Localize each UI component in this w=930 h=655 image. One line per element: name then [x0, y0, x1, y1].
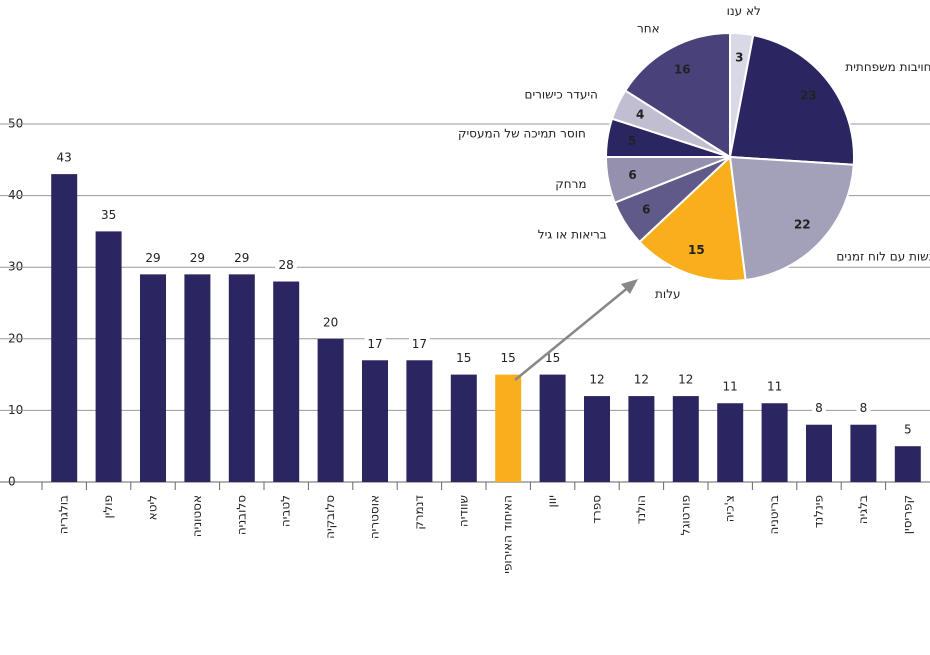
bar	[95, 231, 122, 482]
x-tick-label: בריטניה	[767, 495, 781, 535]
value-label: 29	[145, 251, 160, 265]
value-label: 15	[456, 351, 471, 365]
value-label: 6	[628, 168, 636, 182]
value-label: 29	[234, 251, 249, 265]
bar	[273, 281, 300, 482]
x-tick-label: יוון	[545, 495, 559, 508]
value-label: 15	[688, 243, 705, 257]
bar	[761, 403, 788, 482]
arrow	[514, 285, 631, 381]
value-label: 6	[642, 203, 650, 217]
category-label: לא ענו	[727, 4, 761, 18]
value-label: 11	[723, 380, 738, 394]
value-label: 43	[57, 151, 72, 165]
value-label: 29	[190, 251, 205, 265]
value-label: 5	[628, 134, 636, 148]
x-tick-label: שוודיה	[456, 495, 470, 527]
value-label: 5	[904, 423, 912, 437]
category-label: חוסר תמיכה של המעסיק	[458, 127, 586, 141]
bar	[717, 403, 744, 482]
bar	[317, 338, 344, 482]
bar	[672, 396, 699, 482]
value-label: 15	[501, 351, 516, 365]
arrow-head	[621, 279, 638, 294]
x-tick-label: צ'כיה	[723, 495, 737, 522]
bar	[539, 374, 566, 482]
x-tick-label: האיחוד האירופי	[501, 495, 515, 574]
bar	[406, 360, 433, 482]
category-label: מרחק	[555, 177, 586, 191]
pie-slice	[638, 154, 747, 282]
x-tick-label: ספרד	[590, 495, 604, 524]
bar	[184, 274, 211, 482]
bar	[894, 446, 921, 482]
value-label: 3	[735, 51, 743, 65]
value-label: 35	[101, 208, 116, 222]
value-label: 8	[860, 401, 868, 415]
bar	[450, 374, 477, 482]
value-label: 22	[794, 217, 811, 231]
value-label: 4	[636, 107, 644, 121]
bar	[806, 424, 832, 482]
bar	[140, 274, 166, 482]
value-label: 16	[674, 63, 691, 77]
value-label: 28	[279, 258, 294, 272]
x-tick-label: פולין	[101, 495, 115, 519]
value-label: 12	[589, 373, 604, 387]
value-label: 20	[323, 315, 338, 329]
x-tick-label: סלובקיה	[323, 495, 337, 539]
category-label: התנגשות עם לוח זמנים	[836, 249, 930, 263]
x-tick-label: פורטוגל	[678, 495, 692, 535]
x-tick-label: בולגריה	[57, 495, 71, 534]
x-tick-label: פינלנד	[812, 495, 826, 528]
bar	[628, 396, 655, 482]
bar	[51, 174, 78, 482]
pie-slice	[728, 34, 855, 166]
x-tick-label: אסטוניה	[190, 495, 204, 537]
x-tick-label: הולנד	[634, 495, 648, 524]
category-label: מחויבות משפחתית	[845, 60, 930, 74]
x-tick-label: קפריסין	[900, 495, 914, 534]
category-label: בריאות או גיל	[538, 228, 607, 242]
value-label: 17	[412, 337, 427, 351]
x-tick-label: דנמרק	[412, 495, 426, 530]
value-label: 23	[800, 89, 817, 103]
category-label: עלות	[655, 287, 681, 301]
bar	[362, 360, 388, 482]
category-label: היעדר כישורים	[524, 87, 597, 101]
bar	[850, 424, 877, 482]
value-label: 8	[815, 401, 823, 415]
value-label: 12	[678, 373, 693, 387]
bar	[584, 396, 610, 482]
x-tick-label: לטביה	[279, 495, 293, 527]
x-tick-label: ליטא	[146, 495, 160, 520]
value-label: 17	[367, 337, 382, 351]
value-label: 11	[767, 380, 782, 394]
bar	[495, 374, 522, 482]
x-tick-label: בלגיה	[856, 495, 870, 524]
pie-slice	[623, 31, 731, 159]
bar	[228, 274, 255, 482]
value-label: 12	[634, 373, 649, 387]
x-tick-label: אוסטריה	[368, 495, 382, 539]
category-label: אחר	[637, 22, 660, 36]
pie-slice	[728, 155, 855, 282]
x-tick-label: סלובניה	[234, 495, 248, 535]
